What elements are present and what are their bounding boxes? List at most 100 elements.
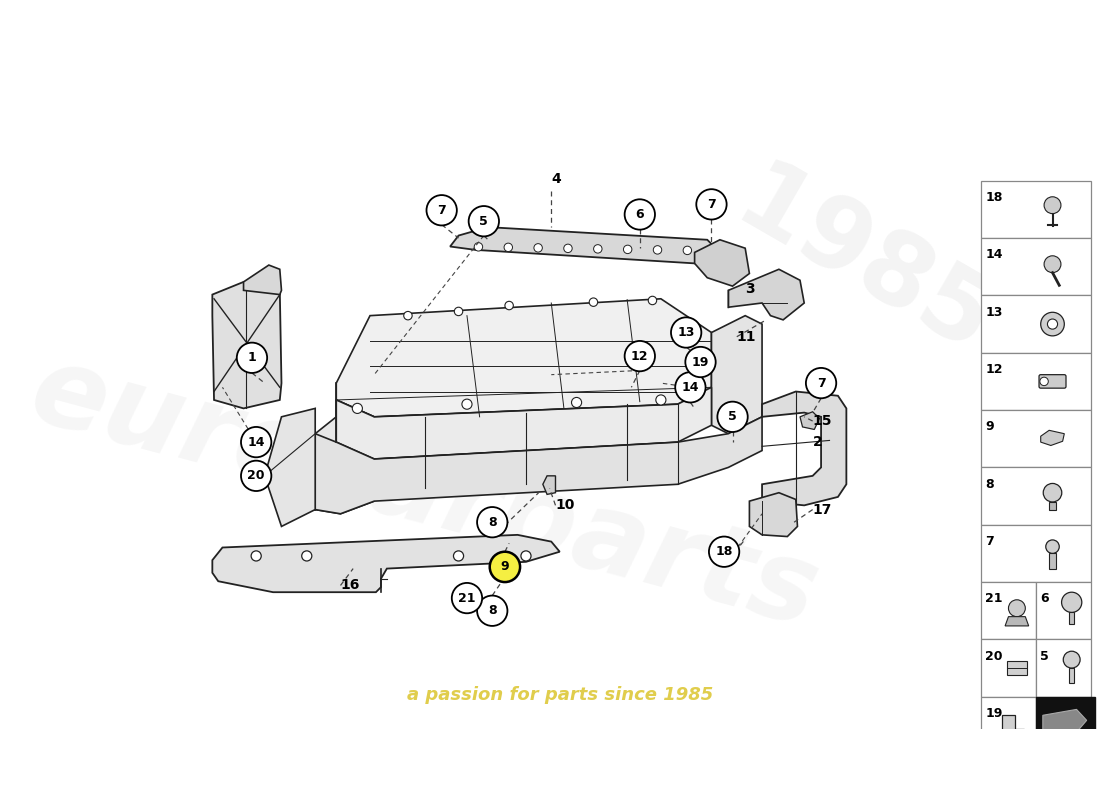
FancyBboxPatch shape <box>1069 668 1075 683</box>
FancyBboxPatch shape <box>981 697 1036 754</box>
Circle shape <box>505 302 514 310</box>
Circle shape <box>236 342 267 373</box>
Circle shape <box>656 395 666 405</box>
FancyBboxPatch shape <box>1049 554 1056 569</box>
Text: 7: 7 <box>816 377 825 390</box>
Polygon shape <box>542 476 556 494</box>
Circle shape <box>1041 312 1065 336</box>
Polygon shape <box>694 240 749 286</box>
Polygon shape <box>800 412 820 430</box>
FancyBboxPatch shape <box>981 238 1091 295</box>
Circle shape <box>427 195 456 226</box>
Circle shape <box>241 461 272 491</box>
Polygon shape <box>1005 617 1028 626</box>
FancyBboxPatch shape <box>1036 639 1091 697</box>
Text: 2: 2 <box>813 435 823 449</box>
Circle shape <box>806 368 836 398</box>
Circle shape <box>671 318 702 348</box>
Text: 21: 21 <box>986 592 1003 605</box>
Circle shape <box>534 244 542 252</box>
Polygon shape <box>712 316 762 434</box>
Text: 17: 17 <box>813 502 832 517</box>
Circle shape <box>683 246 692 254</box>
Polygon shape <box>1043 710 1087 738</box>
Circle shape <box>521 551 531 561</box>
Text: 7: 7 <box>438 204 446 217</box>
Text: 8: 8 <box>488 516 496 529</box>
Polygon shape <box>212 282 282 408</box>
Text: 5: 5 <box>728 410 737 423</box>
Circle shape <box>1062 592 1081 613</box>
FancyBboxPatch shape <box>1049 502 1056 510</box>
Circle shape <box>462 399 472 410</box>
Circle shape <box>452 583 482 614</box>
Text: 14: 14 <box>682 381 700 394</box>
Text: 701 02: 701 02 <box>1036 734 1090 747</box>
FancyBboxPatch shape <box>1036 697 1096 762</box>
Polygon shape <box>337 387 712 459</box>
Text: 9: 9 <box>500 560 509 574</box>
FancyBboxPatch shape <box>981 181 1091 238</box>
Circle shape <box>1043 483 1062 502</box>
Circle shape <box>1046 540 1059 554</box>
Circle shape <box>477 507 507 538</box>
Polygon shape <box>243 265 282 294</box>
Circle shape <box>1064 651 1080 668</box>
Text: a passion for parts since 1985: a passion for parts since 1985 <box>407 686 713 704</box>
Polygon shape <box>265 408 316 526</box>
Text: 14: 14 <box>248 436 265 449</box>
Text: 1: 1 <box>248 351 256 364</box>
Circle shape <box>404 311 412 320</box>
Text: 20: 20 <box>248 470 265 482</box>
FancyBboxPatch shape <box>981 295 1091 353</box>
Polygon shape <box>337 298 712 417</box>
FancyBboxPatch shape <box>1036 582 1091 639</box>
Circle shape <box>474 242 483 251</box>
Circle shape <box>572 398 582 407</box>
Circle shape <box>696 189 727 219</box>
Circle shape <box>1044 256 1060 273</box>
Polygon shape <box>316 400 374 514</box>
Circle shape <box>1009 600 1025 617</box>
Circle shape <box>675 372 705 402</box>
Text: 15: 15 <box>813 414 832 428</box>
Text: 6: 6 <box>636 208 645 221</box>
Circle shape <box>469 206 499 236</box>
Polygon shape <box>749 493 798 537</box>
Text: 16: 16 <box>341 578 360 593</box>
Polygon shape <box>316 417 762 514</box>
Circle shape <box>648 296 657 305</box>
Circle shape <box>504 243 513 251</box>
FancyBboxPatch shape <box>1006 662 1027 675</box>
Text: 8: 8 <box>986 478 994 490</box>
Circle shape <box>251 551 261 561</box>
Circle shape <box>653 246 662 254</box>
Circle shape <box>685 347 716 377</box>
FancyBboxPatch shape <box>981 410 1091 467</box>
Polygon shape <box>1041 430 1065 446</box>
Polygon shape <box>450 227 719 263</box>
Text: 18: 18 <box>715 546 733 558</box>
Circle shape <box>1047 319 1057 329</box>
Text: 10: 10 <box>556 498 575 512</box>
Text: 11: 11 <box>737 330 757 344</box>
Polygon shape <box>1002 715 1024 735</box>
Text: 5: 5 <box>1041 650 1049 662</box>
Text: eurocarparts: eurocarparts <box>20 336 829 649</box>
Text: 4: 4 <box>551 172 561 186</box>
Text: 19: 19 <box>986 707 1003 720</box>
FancyBboxPatch shape <box>981 525 1091 582</box>
Text: 12: 12 <box>631 350 649 362</box>
Circle shape <box>477 595 507 626</box>
Text: 18: 18 <box>986 191 1003 204</box>
Circle shape <box>352 403 362 414</box>
Text: 8: 8 <box>488 604 496 618</box>
Circle shape <box>624 245 631 254</box>
Text: 14: 14 <box>986 248 1003 261</box>
Text: 7: 7 <box>707 198 716 211</box>
Circle shape <box>453 551 463 561</box>
Circle shape <box>625 341 654 371</box>
Text: 1985: 1985 <box>718 154 1008 377</box>
Circle shape <box>708 537 739 567</box>
FancyBboxPatch shape <box>981 467 1091 525</box>
